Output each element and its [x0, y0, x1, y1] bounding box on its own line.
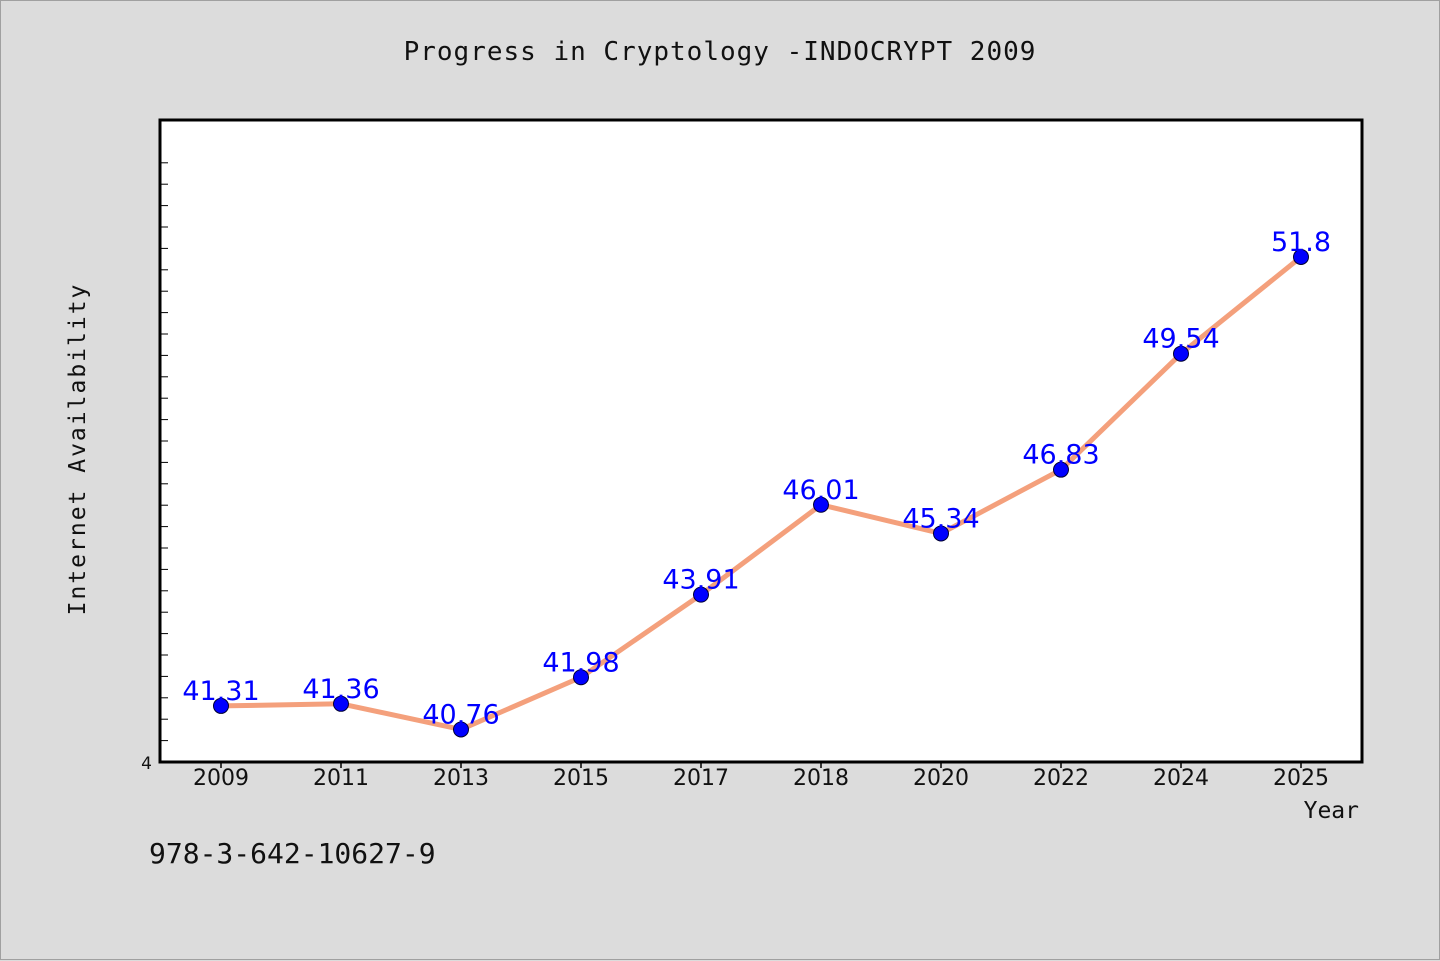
data-label-layer: 41.31 41.36 40.76 41.98 43.91 46.01 45.34 46.83… [182, 227, 1331, 731]
data-point [453, 721, 469, 738]
x-axis-ticks: 2009 2011 2013 2015 2017 2018 2020 2022 2024 2025 [193, 762, 1329, 791]
data-point [1293, 248, 1309, 265]
data-point [933, 525, 949, 542]
data-point [333, 695, 349, 712]
plot-area [158, 118, 1364, 764]
x-tick-label: 2011 [313, 766, 369, 791]
x-tick-label: 2025 [1273, 766, 1329, 791]
x-tick-label: 2024 [1153, 766, 1209, 791]
data-label: 43.91 [662, 565, 739, 596]
data-point [1173, 345, 1189, 362]
x-axis-label: Year [1304, 798, 1359, 824]
x-tick-label: 2020 [913, 766, 969, 791]
data-label: 51.8 [1271, 227, 1331, 258]
x-tick-label: 2018 [793, 766, 849, 791]
data-label: 40.76 [422, 699, 499, 730]
x-tick-label: 2015 [553, 766, 609, 791]
x-tick-label: 2013 [433, 766, 489, 791]
data-label: 46.83 [1022, 440, 1099, 471]
series-line [220, 255, 1303, 732]
x-tick-label: 2022 [1033, 766, 1089, 791]
data-label: 41.98 [542, 647, 619, 678]
data-label: 46.01 [782, 475, 859, 506]
series-layer [213, 248, 1309, 738]
y-axis-ticks: 4 [141, 162, 168, 774]
data-label: 41.36 [302, 674, 379, 705]
data-point [1053, 461, 1069, 478]
data-label: 45.34 [902, 503, 979, 534]
y-axis-label: Internet Availability [65, 283, 91, 616]
data-point [693, 586, 709, 603]
data-point [213, 697, 229, 714]
y-tick-label: 4 [141, 754, 152, 774]
data-label: 41.31 [182, 676, 259, 707]
x-tick-label: 2009 [193, 766, 249, 791]
data-point [813, 496, 829, 513]
data-point [573, 669, 589, 686]
chart-title: Progress in Cryptology -INDOCRYPT 2009 [403, 37, 1037, 67]
data-label: 49.54 [1142, 324, 1219, 355]
x-tick-label: 2017 [673, 766, 729, 791]
isbn-code: 978-3-642-10627-9 [149, 837, 436, 870]
